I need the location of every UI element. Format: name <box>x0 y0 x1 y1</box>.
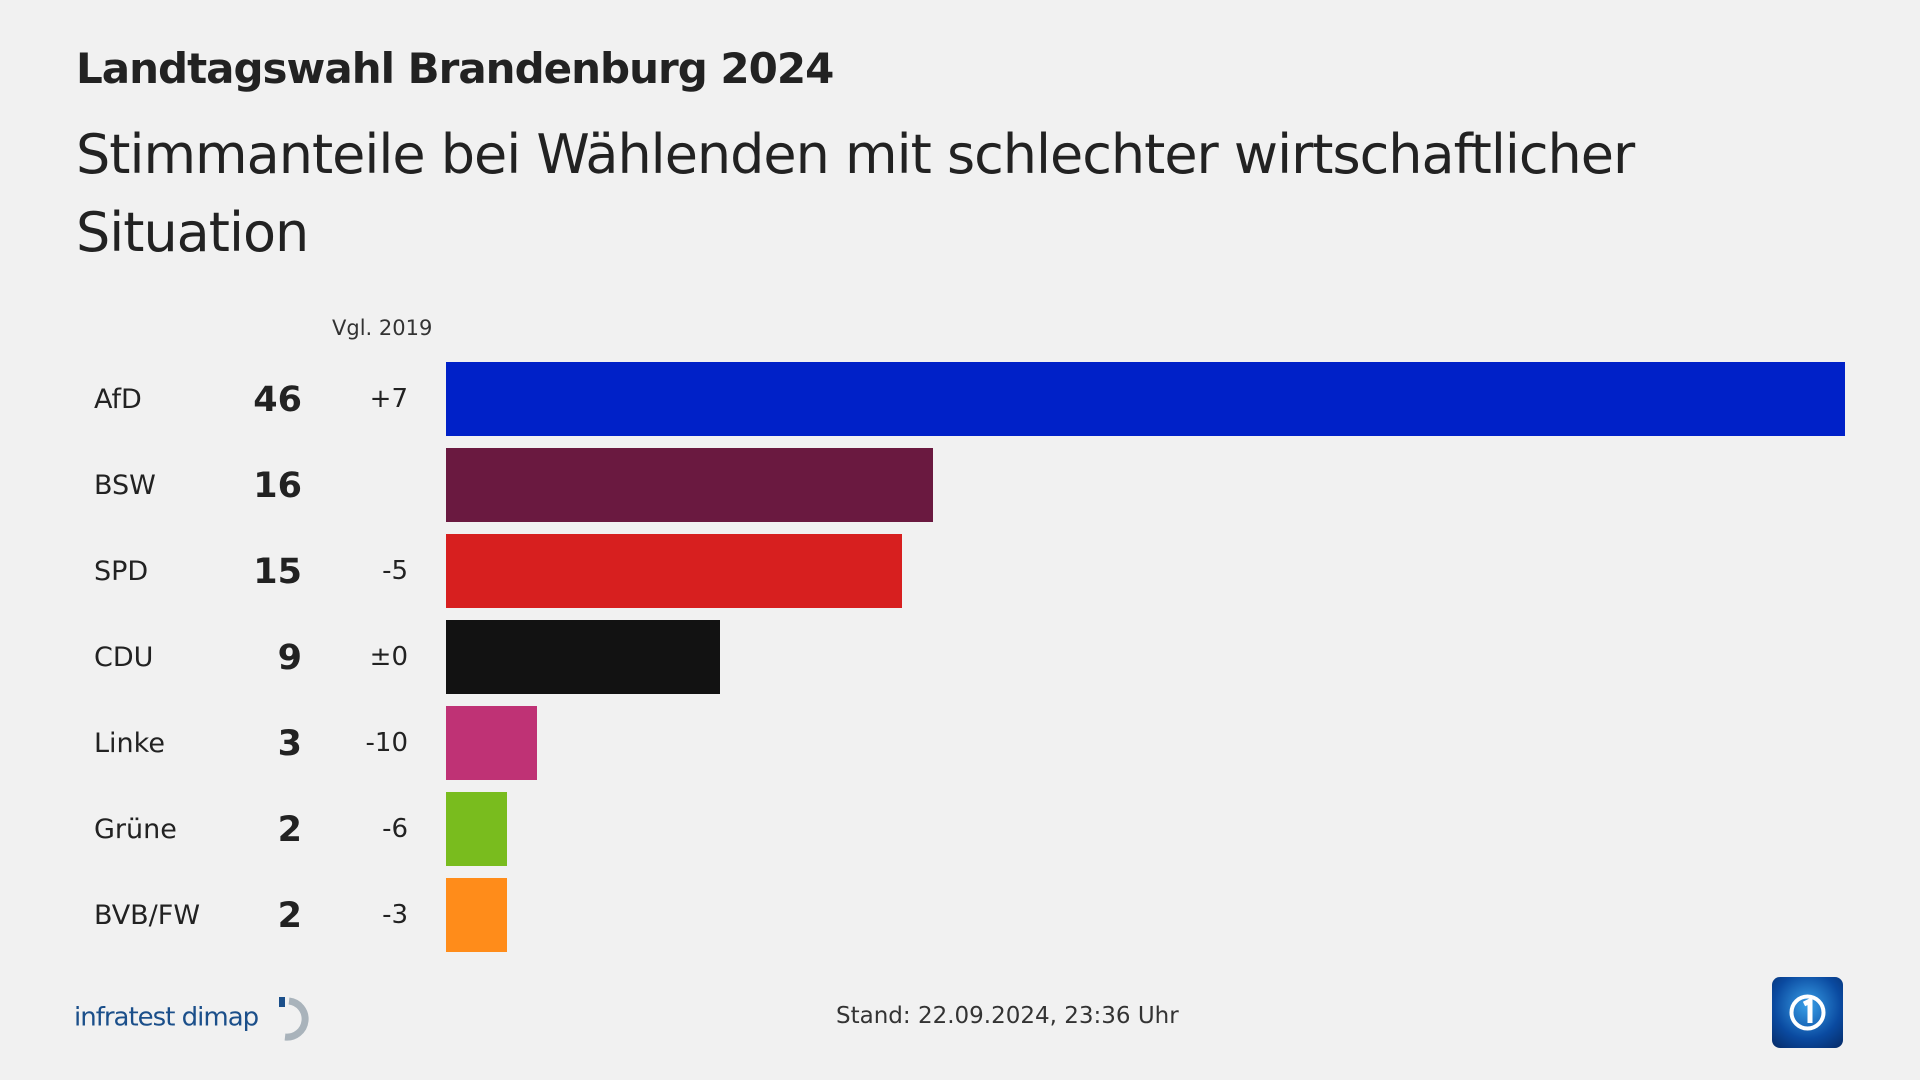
chart-title: Landtagswahl Brandenburg 2024 <box>76 44 834 93</box>
party-label: BVB/FW <box>94 900 201 931</box>
value-label: 2 <box>277 896 302 936</box>
infratest-dimap-icon <box>279 997 310 1041</box>
bar-row: Linke 3 -10 <box>0 706 1920 780</box>
bar-row: CDU 9 ±0 <box>0 620 1920 694</box>
source-label: infratest dimap <box>74 1002 259 1033</box>
party-label: SPD <box>94 556 149 587</box>
party-label: BSW <box>94 470 156 501</box>
chart-subtitle: Stimmanteile bei Wählenden mit schlechte… <box>76 123 1635 264</box>
bar-row: BVB/FW 2 -3 <box>0 878 1920 952</box>
change-header: Vgl. 2019 <box>332 316 433 340</box>
bar <box>446 620 720 694</box>
change-label: -10 <box>365 728 408 758</box>
value-label: 3 <box>277 724 302 764</box>
bar-row: BSW 16 <box>0 448 1920 522</box>
value-label: 46 <box>253 380 302 420</box>
bar <box>446 792 507 866</box>
party-label: Linke <box>94 728 165 759</box>
change-label: +7 <box>369 384 408 414</box>
value-label: 2 <box>277 810 302 850</box>
party-label: CDU <box>94 642 154 673</box>
party-label: AfD <box>94 384 142 415</box>
value-label: 9 <box>277 638 302 678</box>
bar <box>446 878 507 952</box>
change-label: ±0 <box>369 642 408 672</box>
change-label: -6 <box>382 814 408 844</box>
change-label: -3 <box>382 900 408 930</box>
bar <box>446 448 933 522</box>
change-label: -5 <box>382 556 408 586</box>
bar-row: AfD 46 +7 <box>0 362 1920 436</box>
bar <box>446 362 1845 436</box>
bar <box>446 534 903 608</box>
bar-row: SPD 15 -5 <box>0 534 1920 608</box>
bar <box>446 706 538 780</box>
infratest-dimap-logo: infratest dimap <box>74 995 319 1041</box>
party-label: Grüne <box>94 814 177 845</box>
value-label: 16 <box>253 466 302 506</box>
timestamp: Stand: 22.09.2024, 23:36 Uhr <box>836 1003 1179 1029</box>
bar-row: Grüne 2 -6 <box>0 792 1920 866</box>
value-label: 15 <box>253 552 302 592</box>
ard-logo-icon <box>1772 977 1843 1048</box>
